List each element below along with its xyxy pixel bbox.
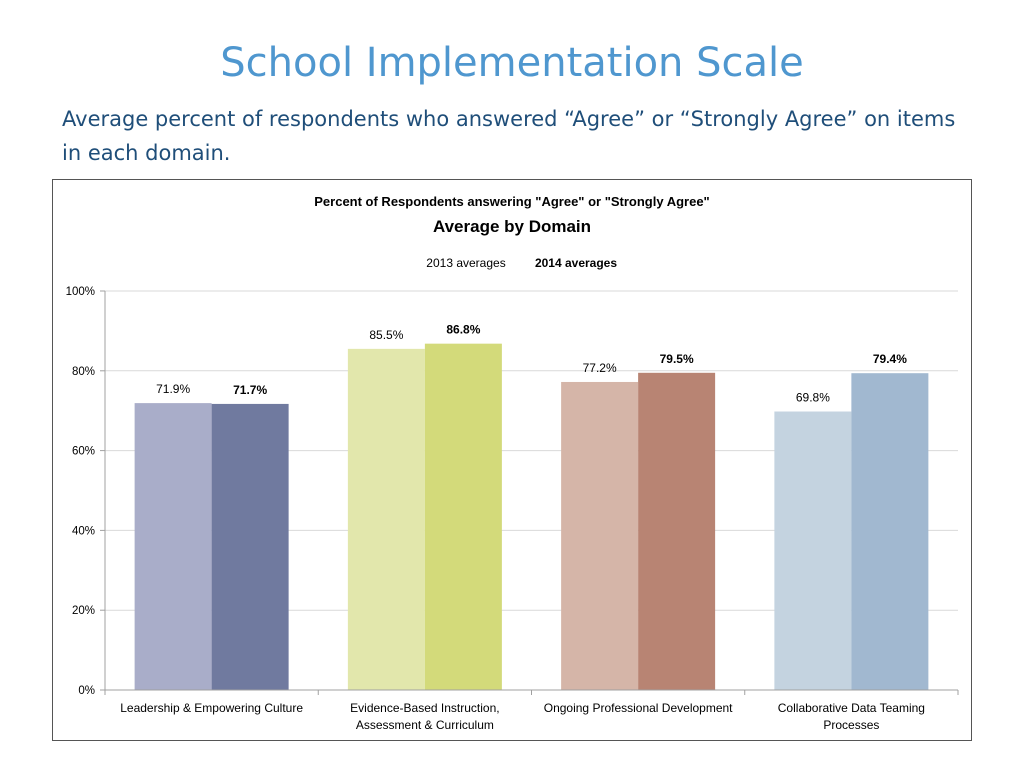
bars (134, 343, 929, 690)
bar-2014 (424, 343, 502, 690)
bar-2013 (774, 411, 852, 690)
bar-2013 (134, 403, 212, 690)
bar-2013 (561, 381, 639, 690)
data-label: 86.8% (446, 323, 480, 337)
bar-2014 (211, 403, 289, 690)
y-tick-label: 0% (78, 685, 95, 697)
data-label: 85.5% (369, 328, 403, 342)
y-tick-label: 40% (72, 525, 95, 537)
category-label: Collaborative Data Teaming (778, 701, 925, 715)
chart-title: Percent of Respondents answering "Agree"… (314, 194, 709, 209)
y-tick-label: 100% (66, 286, 95, 298)
axes (100, 290, 959, 695)
legend-2013: 2013 averages (426, 256, 505, 270)
bar-2013 (347, 348, 425, 690)
slide-title: School Implementation Scale (220, 40, 804, 86)
category-label: Ongoing Professional Development (544, 701, 733, 715)
chart-subtitle: Average by Domain (433, 217, 591, 236)
category-label: Leadership & Empowering Culture (120, 701, 303, 715)
labels: 0% 20% 40% 60% 80% 100% 71.9% 71.7% Leadership &… (66, 286, 925, 732)
category-label: Processes (823, 718, 879, 732)
data-label: 71.7% (233, 383, 267, 397)
data-label: 71.9% (156, 382, 190, 396)
legend-2014: 2014 averages (535, 256, 617, 270)
data-label: 77.2% (583, 361, 617, 375)
chart-frame: Percent of Respondents answering "Agree"… (52, 179, 972, 741)
category-label: Evidence-Based Instruction, (350, 701, 499, 715)
data-label: 79.4% (873, 352, 907, 366)
category-label: Assessment & Curriculum (356, 718, 494, 732)
bar-2014 (851, 373, 929, 690)
bar-chart: Percent of Respondents answering "Agree"… (66, 194, 959, 732)
y-tick-label: 80% (72, 366, 95, 378)
slide-subtitle: Average percent of respondents who answe… (62, 107, 956, 165)
y-tick-label: 60% (72, 446, 95, 458)
data-label: 69.8% (796, 390, 830, 404)
bar-2014 (638, 372, 716, 690)
data-label: 79.5% (660, 352, 694, 366)
y-tick-label: 20% (72, 605, 95, 617)
